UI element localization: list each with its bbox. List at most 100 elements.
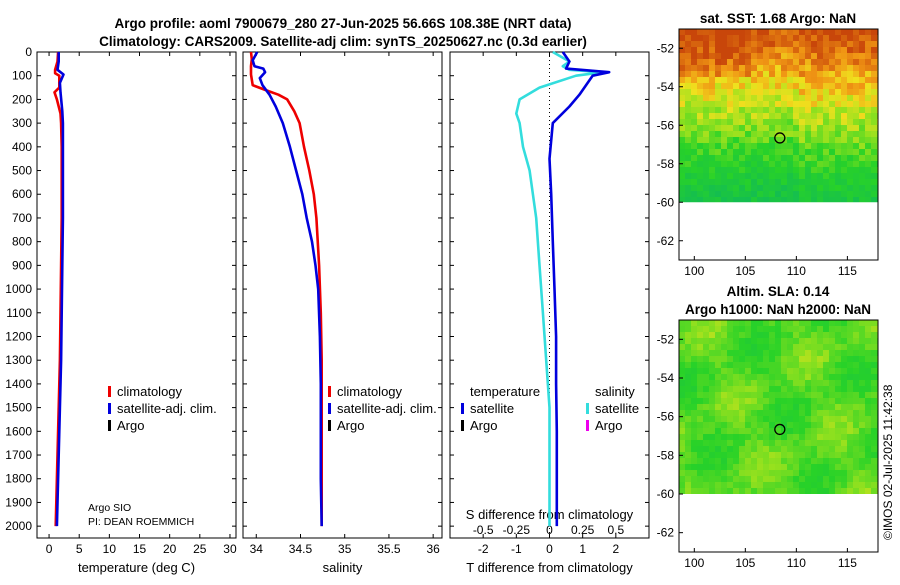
map-cell (841, 470, 847, 476)
map-cell (751, 119, 757, 125)
map-cell (793, 131, 799, 137)
map-cell (793, 53, 799, 59)
map-cell (865, 113, 871, 119)
map-cell (775, 131, 781, 137)
map-cell (823, 35, 829, 41)
map-cell (775, 113, 781, 119)
map-cell (709, 404, 715, 410)
map-cell (817, 101, 823, 107)
map-cell (691, 488, 697, 494)
map-cell (853, 65, 859, 71)
map-cell (679, 338, 685, 344)
map-cell (865, 362, 871, 368)
map-cell (835, 131, 841, 137)
map-cell (769, 488, 775, 494)
map-cell (733, 422, 739, 428)
map-cell (733, 35, 739, 41)
map-cell (769, 386, 775, 392)
map-cell (793, 380, 799, 386)
map-cell (841, 101, 847, 107)
map-cell (841, 119, 847, 125)
map-cell (715, 41, 721, 47)
map-cell (823, 410, 829, 416)
map-cell (811, 458, 817, 464)
map-cell (769, 89, 775, 95)
map-cell (709, 149, 715, 155)
map-cell (739, 476, 745, 482)
map-cell (835, 338, 841, 344)
map-cell (859, 470, 865, 476)
map-cell (775, 65, 781, 71)
map-cell (703, 440, 709, 446)
map-cell (721, 404, 727, 410)
map-cell (859, 131, 865, 137)
map-cell (757, 488, 763, 494)
difference-legend-swatch (586, 403, 589, 414)
map-cell (745, 434, 751, 440)
map-cell (727, 101, 733, 107)
map-cell (685, 185, 691, 191)
map-cell (793, 173, 799, 179)
map-cell (865, 137, 871, 143)
map-cell (805, 29, 811, 35)
map-lat-label: -58 (657, 448, 675, 462)
map-cell (805, 392, 811, 398)
map-cell (805, 452, 811, 458)
map-cell (793, 95, 799, 101)
map-cell (745, 446, 751, 452)
map-cell (721, 47, 727, 53)
map-cell (859, 71, 865, 77)
map-cell (787, 89, 793, 95)
map-cell (811, 446, 817, 452)
map-cell (727, 191, 733, 197)
map-cell (805, 446, 811, 452)
map-cell (721, 410, 727, 416)
map-cell (817, 59, 823, 65)
map-cell (841, 440, 847, 446)
map-lon-label: 115 (838, 556, 857, 570)
map-cell (697, 53, 703, 59)
map-cell (835, 95, 841, 101)
map-cell (835, 416, 841, 422)
map-cell (703, 179, 709, 185)
map-cell (817, 446, 823, 452)
map-cell (715, 125, 721, 131)
map-cell (757, 185, 763, 191)
map-cell (793, 35, 799, 41)
difference-legend-swatch (461, 420, 464, 431)
map-cell (757, 470, 763, 476)
map-cell (715, 470, 721, 476)
map-cell (697, 77, 703, 83)
map-cell (739, 398, 745, 404)
map-cell (703, 326, 709, 332)
map-cell (793, 422, 799, 428)
map-cell (781, 77, 787, 83)
map-cell (691, 119, 697, 125)
map-cell (829, 422, 835, 428)
map-cell (703, 53, 709, 59)
depth-tick-label: 1500 (5, 401, 32, 415)
map-cell (799, 197, 805, 203)
map-cell (775, 356, 781, 362)
map-cell (757, 29, 763, 35)
map-cell (709, 131, 715, 137)
map-cell (781, 173, 787, 179)
map-cell (679, 185, 685, 191)
map-cell (679, 380, 685, 386)
map-cell (745, 71, 751, 77)
map-cell (763, 173, 769, 179)
map-cell (685, 368, 691, 374)
map-cell (775, 482, 781, 488)
map-cell (865, 35, 871, 41)
map-cell (853, 356, 859, 362)
map-cell (715, 191, 721, 197)
map-cell (679, 41, 685, 47)
map-cell (703, 332, 709, 338)
map-cell (715, 119, 721, 125)
map-cell (847, 179, 853, 185)
map-cell (787, 344, 793, 350)
map-cell (739, 380, 745, 386)
map-cell (679, 488, 685, 494)
map-cell (757, 416, 763, 422)
map-cell (775, 344, 781, 350)
